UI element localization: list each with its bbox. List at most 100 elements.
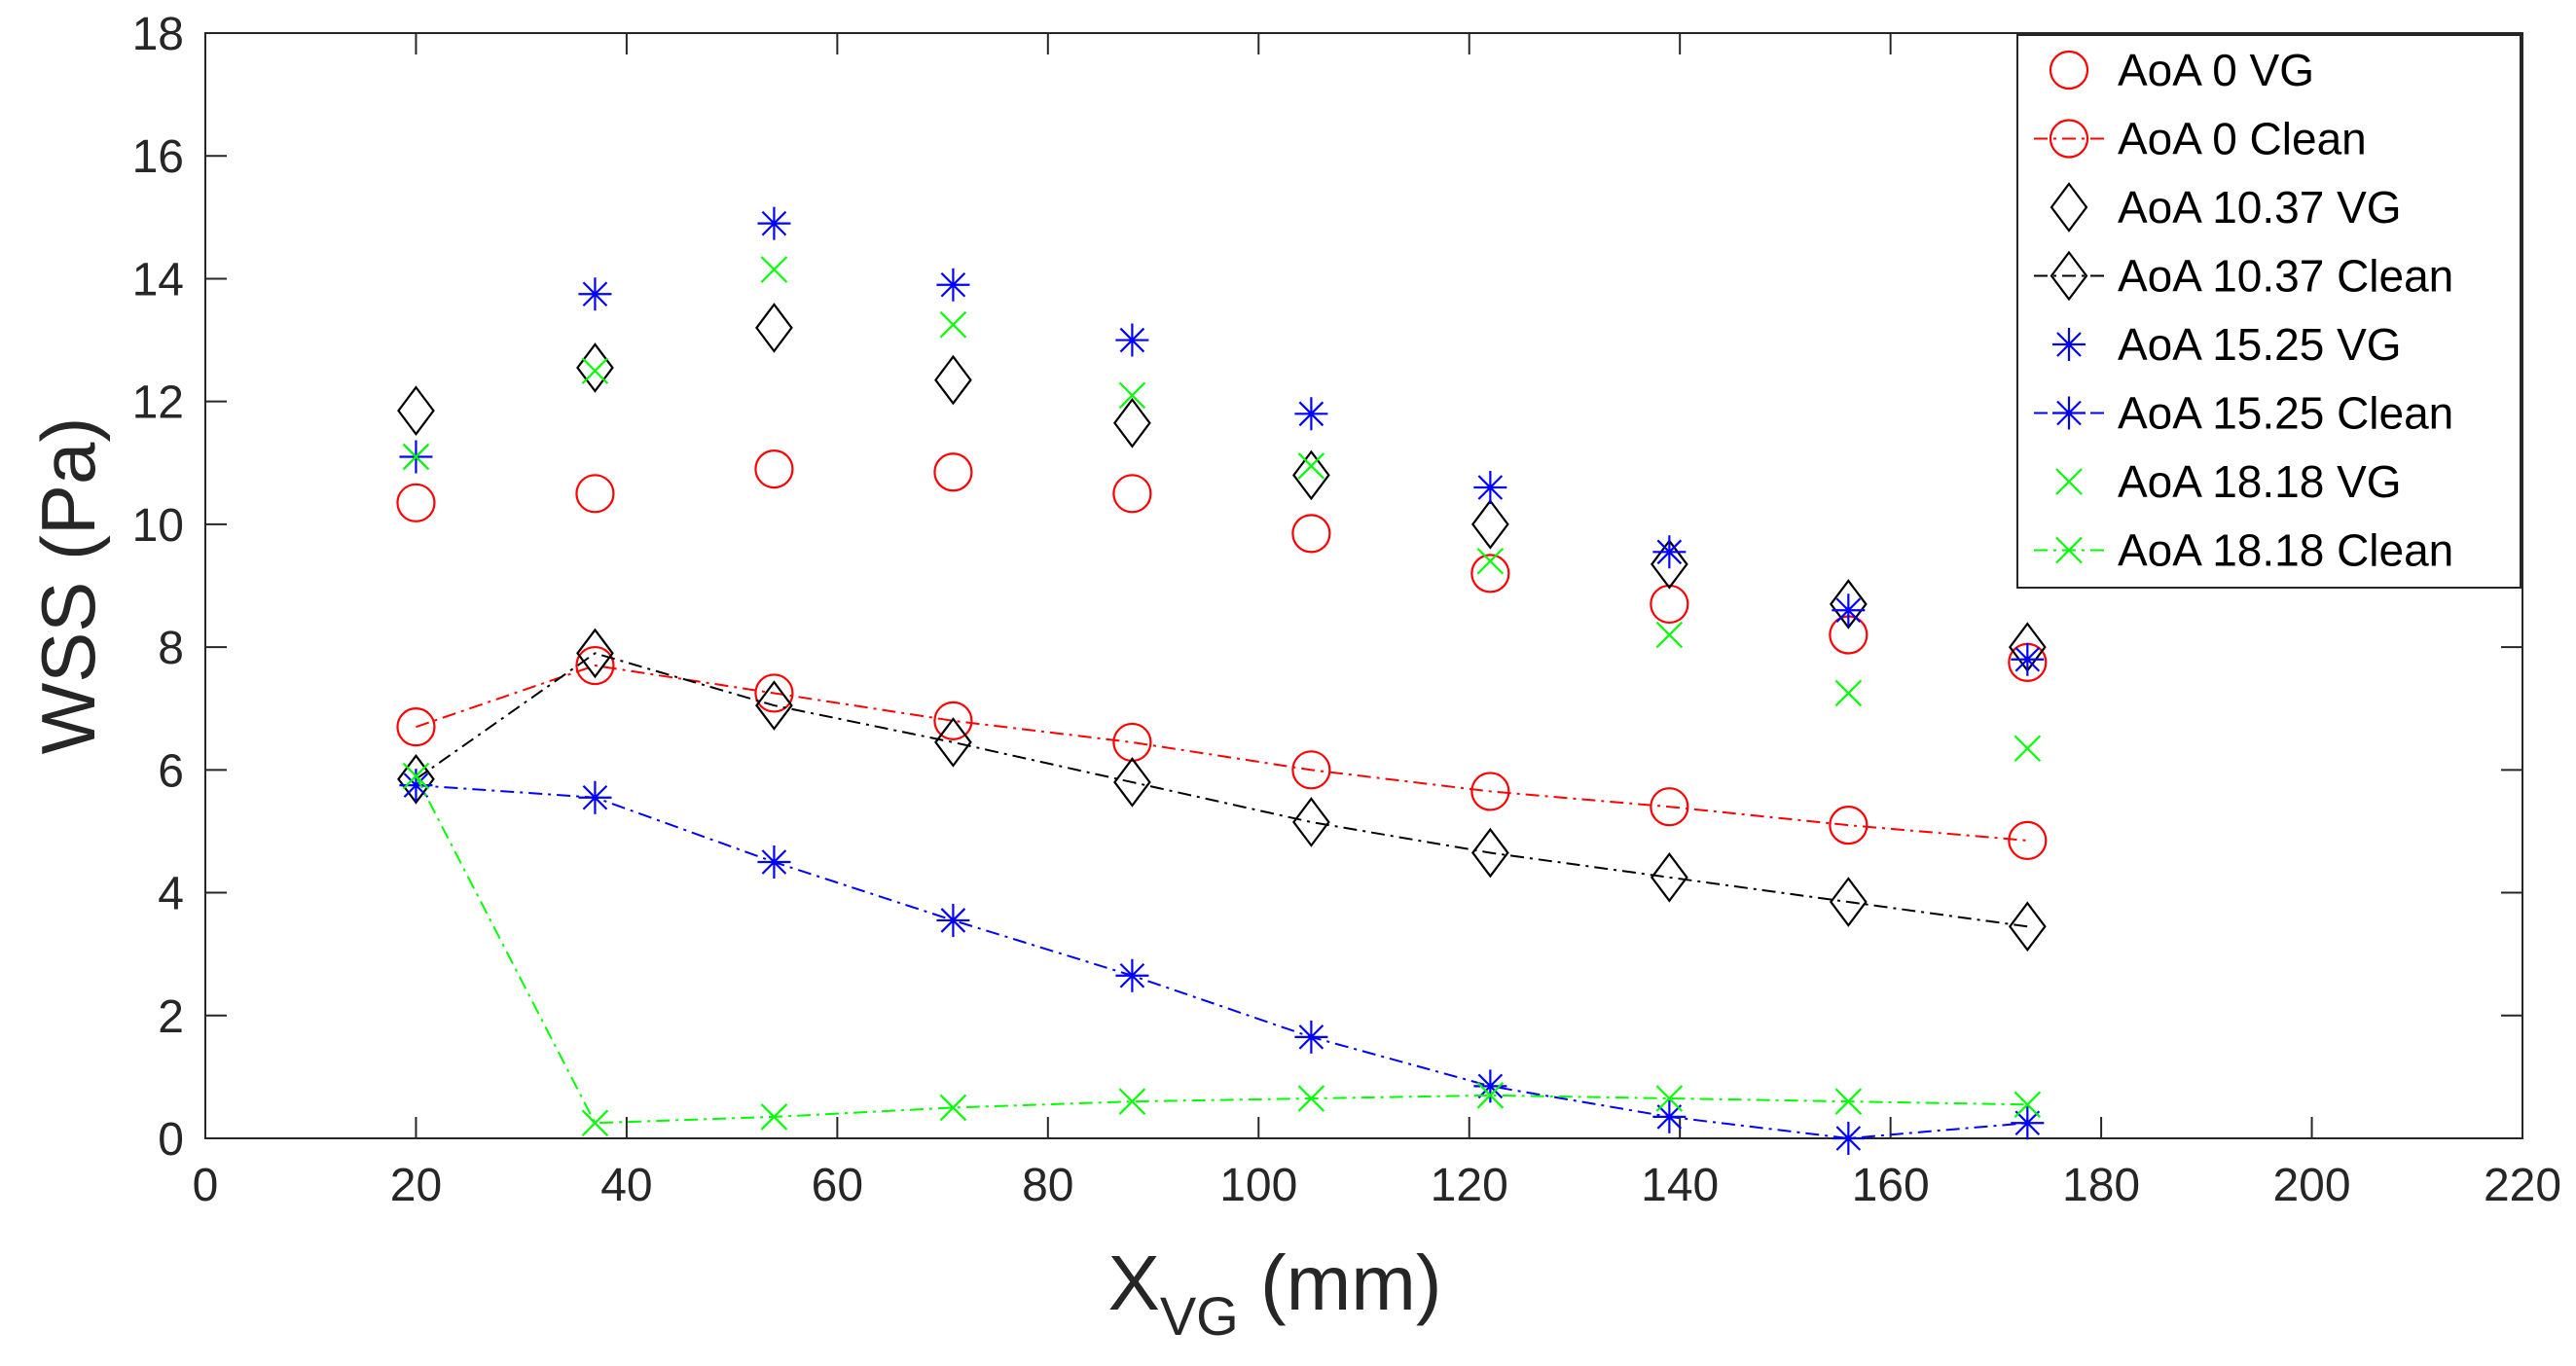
data-point — [757, 206, 791, 240]
data-point — [396, 707, 436, 747]
y-tick-label: 12 — [132, 377, 184, 429]
legend-label: AoA 18.18 VG — [2118, 456, 2402, 507]
data-point — [1118, 381, 1146, 410]
x-tick-label: 80 — [1022, 1160, 1073, 1211]
legend-entry: AoA 0 VG — [2049, 45, 2314, 95]
legend-label: AoA 15.25 VG — [2118, 319, 2402, 370]
data-point — [1832, 1122, 1866, 1155]
data-point — [2014, 1091, 2042, 1119]
data-point — [939, 311, 967, 339]
legend-marker — [2050, 182, 2088, 233]
x-tick-label: 100 — [1219, 1160, 1297, 1211]
data-point — [397, 753, 435, 805]
data-point — [933, 452, 973, 492]
legend-label: AoA 10.37 Clean — [2118, 251, 2453, 302]
data-point — [1652, 1099, 1687, 1133]
data-point — [1655, 621, 1684, 649]
data-point — [1655, 1085, 1684, 1112]
x-axis-title-main: X — [1107, 1240, 1159, 1326]
x-axis-title-subscript: VG — [1160, 1285, 1239, 1347]
legend-marker — [2052, 328, 2086, 361]
series-line — [416, 665, 2028, 842]
data-point — [399, 769, 433, 803]
data-point — [1834, 679, 1863, 707]
data-point — [936, 903, 970, 937]
series-layer — [396, 206, 2048, 1155]
legend-marker — [2049, 119, 2089, 159]
y-tick-label: 2 — [158, 991, 184, 1043]
data-point — [760, 256, 788, 283]
data-point — [1292, 797, 1330, 847]
data-point — [1297, 452, 1325, 480]
series-aoa-0-clean — [396, 645, 2048, 861]
legend-marker — [2050, 250, 2088, 302]
x-axis-title-unit: (mm) — [1239, 1240, 1442, 1326]
data-point — [1112, 474, 1152, 514]
y-tick-label: 16 — [132, 131, 184, 183]
data-point — [1113, 397, 1151, 449]
legend-entry: AoA 0 Clean — [2034, 114, 2367, 164]
data-point — [936, 268, 970, 302]
data-point — [575, 474, 615, 514]
x-tick-label: 20 — [390, 1160, 442, 1211]
data-point — [575, 645, 615, 686]
series-aoa-10-37-clean — [397, 628, 2047, 953]
data-point — [1650, 539, 1688, 590]
legend-label: AoA 15.25 Clean — [2118, 388, 2453, 439]
legend-marker — [2052, 396, 2086, 430]
data-point — [1829, 877, 1868, 927]
data-point — [755, 303, 793, 353]
data-point — [2011, 642, 2045, 676]
data-point — [1115, 323, 1149, 357]
data-point — [1832, 593, 1866, 628]
y-tick-label: 0 — [158, 1114, 184, 1166]
data-point — [1473, 471, 1507, 505]
y-axis-title: WSS (Pa) — [25, 417, 111, 755]
y-tick-label: 10 — [132, 500, 184, 552]
series-line — [415, 775, 2028, 1125]
legend-entry: AoA 10.37 Clean — [2034, 251, 2453, 302]
y-tick-label: 4 — [158, 869, 184, 920]
data-point — [1476, 1082, 1505, 1109]
y-tick-label: 18 — [132, 9, 184, 60]
data-point — [755, 680, 793, 731]
data-point — [402, 762, 430, 790]
x-tick-label: 40 — [600, 1160, 652, 1211]
x-tick-label: 180 — [2062, 1160, 2140, 1211]
data-point — [1473, 1069, 1507, 1103]
data-point — [1118, 1088, 1146, 1115]
data-point — [2008, 901, 2047, 953]
y-tick-label: 14 — [132, 254, 184, 306]
y-axis-ticks: 0 2 4 6 8 10 12 14 16 18 — [132, 9, 2522, 1166]
x-tick-label: 220 — [2484, 1160, 2561, 1211]
data-point — [1470, 827, 1509, 879]
series-aoa-0-vg — [396, 449, 2048, 682]
x-axis-title: XVG (mm) — [1107, 1240, 1441, 1347]
data-point — [1294, 397, 1328, 431]
series-line — [416, 784, 2028, 1140]
data-point — [1650, 584, 1689, 625]
data-point — [2011, 1106, 2045, 1140]
x-axis-ticks: 0 20 40 60 80 100 120 140 160 180 200 220 — [193, 33, 2561, 1211]
data-point — [933, 701, 973, 740]
data-point — [1292, 449, 1330, 501]
data-point — [581, 357, 609, 384]
data-point — [2014, 735, 2042, 763]
data-point — [1112, 722, 1152, 763]
y-tick-label: 8 — [158, 623, 184, 674]
data-point — [1650, 787, 1689, 827]
data-point — [1829, 806, 1869, 845]
x-tick-label: 200 — [2272, 1160, 2350, 1211]
data-point — [754, 449, 794, 489]
series-line — [415, 652, 2028, 928]
legend-marker — [2055, 536, 2083, 564]
legend-entry: AoA 15.25 Clean — [2034, 388, 2453, 439]
data-point — [1476, 547, 1505, 575]
data-point — [1115, 958, 1149, 992]
legend: AoA 0 VG AoA 0 Clean AoA 10.37 VG AoA 10.37… — [2016, 34, 2522, 589]
data-point — [1652, 535, 1687, 569]
legend-label: AoA 0 Clean — [2118, 114, 2367, 164]
legend-marker — [2049, 50, 2089, 90]
legend-label: AoA 0 VG — [2118, 45, 2314, 95]
